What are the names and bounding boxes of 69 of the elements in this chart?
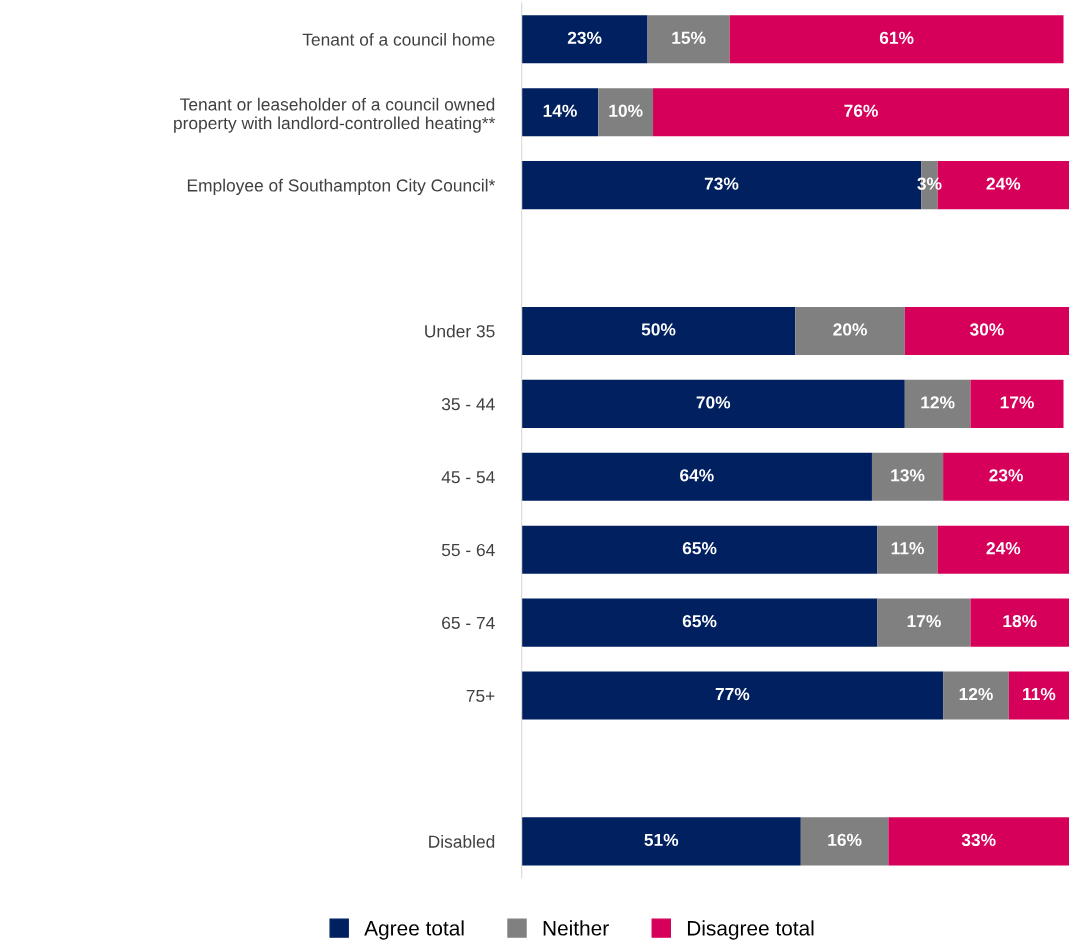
data-label: 10% (609, 104, 643, 117)
bar (795, 306, 905, 356)
bar (521, 598, 878, 647)
data-label: 23% (567, 31, 602, 44)
bar (871, 452, 944, 501)
bar (970, 598, 1069, 647)
data-label: 12% (921, 396, 955, 409)
data-label: 73% (704, 177, 739, 190)
data-label: 70% (696, 396, 731, 409)
y-tick-label: Employee of Southampton City Council* (187, 178, 496, 196)
bar (1008, 671, 1069, 720)
y-tick-label: 45 - 54 (441, 471, 495, 484)
y-tick-label: Tenant of a council home (302, 33, 495, 46)
data-label: 77% (715, 687, 750, 701)
data-label: 15% (672, 31, 706, 44)
data-label: 51% (644, 833, 679, 847)
bar (521, 671, 944, 720)
bar (521, 525, 878, 574)
data-label: 30% (969, 323, 1004, 336)
bar (521, 817, 801, 866)
bar (598, 88, 654, 137)
y-tick-label: Under 35 (425, 324, 495, 338)
bar (877, 598, 971, 647)
data-label: 64% (680, 469, 714, 482)
bar (904, 306, 1069, 356)
legend-label: Disagree total (687, 920, 814, 940)
y-tick-label: 55 - 64 (441, 543, 495, 557)
data-label: 33% (961, 833, 996, 847)
data-label: 16% (828, 833, 862, 847)
data-label: 23% (989, 469, 1023, 482)
y-tick-label: 35 - 44 (441, 398, 495, 411)
data-label: 24% (986, 177, 1021, 190)
data-label: 13% (891, 469, 925, 482)
bar (653, 88, 1069, 137)
y-tick-label: Disabled (429, 835, 495, 848)
data-label: 20% (833, 323, 867, 336)
data-label: 14% (543, 104, 577, 117)
bar (521, 306, 796, 356)
data-label: 50% (641, 323, 676, 336)
data-label: 12% (959, 687, 993, 701)
bar (521, 379, 905, 428)
bar (943, 452, 1069, 501)
bar (521, 88, 599, 137)
y-tick-label: Tenant or leaseholder of a council owned property with landlord-controlled heating** (174, 97, 496, 133)
bar (943, 671, 1009, 720)
bar (729, 15, 1064, 64)
data-label: 65% (682, 614, 717, 628)
data-label: 17% (1000, 396, 1034, 409)
bar (521, 15, 648, 64)
bar (877, 525, 938, 574)
data-label: 18% (1003, 614, 1037, 628)
data-label: 11% (891, 542, 924, 555)
data-label: 17% (907, 615, 941, 628)
data-label: 61% (879, 31, 914, 44)
data-label: 24% (986, 542, 1021, 555)
bar (937, 525, 1069, 574)
bar (800, 817, 889, 866)
y-tick-label: 65 - 74 (442, 616, 495, 630)
data-label: 65% (682, 542, 717, 555)
bar (888, 817, 1069, 866)
bar (904, 379, 971, 428)
bar (647, 15, 730, 64)
data-label: 11% (1023, 687, 1056, 701)
bar (970, 379, 1064, 428)
legend-label: Agree total (364, 920, 464, 940)
legend-label: Neither (543, 920, 609, 936)
y-tick-label: 75+ (466, 689, 495, 702)
bar (521, 452, 872, 501)
data-label: 76% (844, 104, 878, 117)
